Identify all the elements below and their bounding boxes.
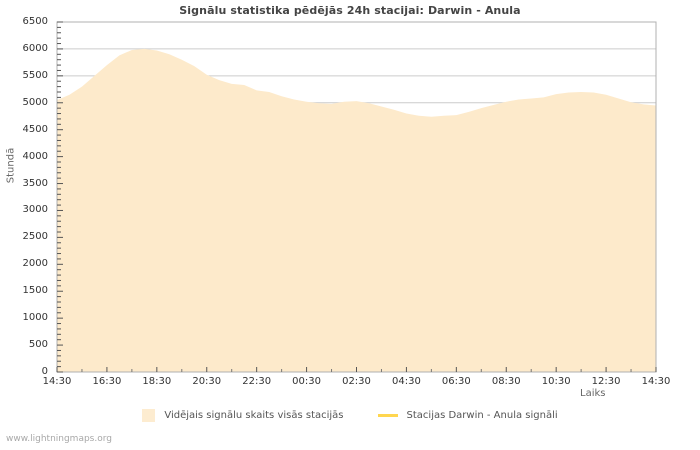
x-tick-label: 04:30 [391,376,421,387]
x-tick-label: 02:30 [342,376,371,387]
y-tick-label: 4500 [22,123,48,135]
legend-area-swatch-icon [142,409,156,422]
y-tick-label: 2000 [22,258,48,270]
y-tick-label: 1000 [22,312,48,324]
legend-item-label: Vidējais signālu skaits visās stacijās [164,410,344,421]
y-tick-label: 0 [41,366,48,377]
page-title: Signālu statistika pēdējās 24h stacijai:… [179,4,521,17]
y-tick-label: 4000 [22,150,48,162]
legend-item-label: Stacijas Darwin - Anula signāli [406,410,558,421]
legend-item[interactable]: Stacijas Darwin - Anula signāli [377,410,558,421]
y-tick-label: 2500 [22,231,48,243]
legend-line-swatch-icon [377,414,398,417]
footer-url: www.lightningmaps.org [6,434,112,444]
y-tick-label: 3000 [22,204,48,216]
y-tick-label: 500 [28,339,48,351]
chart-legend: Vidējais signālu skaits visās stacijās St… [0,409,700,422]
legend-item[interactable]: Vidējais signālu skaits visās stacijās [142,409,344,422]
y-tick-label: 6500 [22,16,48,27]
y-tick-label: 5000 [22,96,48,108]
x-tick-label: 06:30 [441,376,471,387]
x-tick-label: 20:30 [192,376,222,387]
x-tick-label: 18:30 [142,376,172,387]
x-tick-label: 00:30 [292,376,321,387]
x-tick-label: 16:30 [92,376,122,387]
x-tick-label: 10:30 [541,376,571,387]
x-tick-label: 22:30 [242,376,272,387]
y-tick-label: 6000 [22,42,48,54]
y-tick-label: 3500 [22,177,48,189]
x-axis-label: Laiks [580,388,606,399]
series-area-average [57,48,656,373]
x-tick-label: 14:30 [42,376,72,387]
x-tick-label: 14:30 [641,376,671,387]
y-tick-label: 5500 [22,69,48,81]
x-tick-label: 12:30 [591,376,621,387]
x-tick-label: 08:30 [491,376,521,387]
y-tick-label: 1500 [22,285,48,297]
